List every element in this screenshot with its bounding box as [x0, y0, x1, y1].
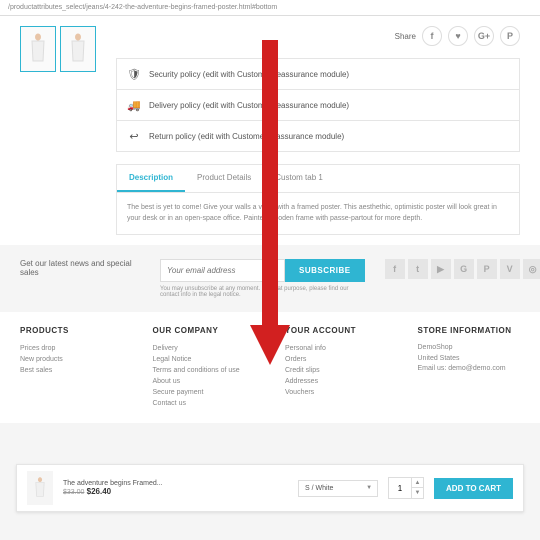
qty-up-icon[interactable]: ▲ — [411, 478, 423, 488]
newsletter-hint: You may unsubscribe at any moment. For t… — [160, 286, 365, 298]
newsletter-block: Get our latest news and special sales SU… — [0, 245, 540, 312]
link-terms[interactable]: Terms and conditions of use — [153, 365, 256, 376]
link-orders[interactable]: Orders — [285, 354, 388, 365]
googleplus-icon[interactable]: G+ — [474, 26, 494, 46]
quantity-input[interactable] — [389, 480, 411, 497]
footer-account: YOUR ACCOUNT Personal info Orders Credit… — [285, 326, 388, 409]
product-content: Share f ♥ G+ P 🛡Security policy (edit wi… — [0, 16, 540, 245]
return-icon: ↩ — [127, 129, 141, 143]
link-addresses[interactable]: Addresses — [285, 376, 388, 387]
link-secure-payment[interactable]: Secure payment — [153, 387, 256, 398]
subscribe-button[interactable]: SUBSCRIBE — [285, 259, 365, 282]
link-contact[interactable]: Contact us — [153, 398, 256, 409]
footer-company: OUR COMPANY Delivery Legal Notice Terms … — [153, 326, 256, 409]
social-googleplus-icon[interactable]: G — [454, 259, 474, 279]
truck-icon: 🚚 — [127, 98, 141, 112]
tab-description[interactable]: Description — [117, 165, 185, 192]
thumbnail-list — [20, 26, 96, 235]
footer-products-title: PRODUCTS — [20, 326, 123, 335]
social-vimeo-icon[interactable]: V — [500, 259, 520, 279]
security-policy: 🛡Security policy (edit with Customer rea… — [117, 59, 519, 90]
qty-down-icon[interactable]: ▼ — [411, 488, 423, 498]
social-facebook-icon[interactable]: f — [385, 259, 405, 279]
footer-account-title: YOUR ACCOUNT — [285, 326, 388, 335]
newsletter-label: Get our latest news and special sales — [20, 259, 140, 277]
variant-select[interactable]: S / White — [298, 480, 378, 497]
footer-store: STORE INFORMATION DemoShop United States… — [418, 326, 521, 409]
tabs-container: Description Product Details Custom tab 1… — [116, 164, 520, 235]
link-legal[interactable]: Legal Notice — [153, 354, 256, 365]
tab-content: The best is yet to come! Give your walls… — [117, 193, 519, 234]
footer: PRODUCTS Prices drop New products Best s… — [0, 312, 540, 423]
thumbnail-2[interactable] — [60, 26, 96, 72]
social-instagram-icon[interactable]: ◎ — [523, 259, 540, 279]
share-label: Share — [395, 32, 416, 41]
pinterest-icon[interactable]: P — [500, 26, 520, 46]
store-email[interactable]: demo@demo.com — [448, 365, 505, 372]
current-price: $26.40 — [87, 487, 111, 496]
reassurance-block: 🛡Security policy (edit with Customer rea… — [116, 58, 520, 152]
link-credit-slips[interactable]: Credit slips — [285, 365, 388, 376]
old-price: $33.00 — [63, 489, 84, 496]
social-icons: f t ▶ G P V ◎ — [385, 259, 540, 279]
facebook-icon[interactable]: f — [422, 26, 442, 46]
share-row: Share f ♥ G+ P — [116, 26, 520, 46]
footer-products: PRODUCTS Prices drop New products Best s… — [20, 326, 123, 409]
add-to-cart-button[interactable]: ADD TO CART — [434, 478, 513, 499]
twitter-icon[interactable]: ♥ — [448, 26, 468, 46]
footer-company-title: OUR COMPANY — [153, 326, 256, 335]
tab-custom[interactable]: Custom tab 1 — [263, 165, 335, 192]
tab-list: Description Product Details Custom tab 1 — [117, 165, 519, 193]
url-bar: /productattributes_select/jeans/4-242-th… — [0, 0, 540, 16]
social-twitter-icon[interactable]: t — [408, 259, 428, 279]
link-prices-drop[interactable]: Prices drop — [20, 343, 123, 354]
return-policy: ↩Return policy (edit with Customer reass… — [117, 121, 519, 151]
sticky-thumbnail — [27, 471, 53, 505]
link-about[interactable]: About us — [153, 376, 256, 387]
sticky-cart-bar: The adventure begins Framed... $33.00 $2… — [16, 464, 524, 512]
link-new-products[interactable]: New products — [20, 354, 123, 365]
link-delivery[interactable]: Delivery — [153, 343, 256, 354]
delivery-policy: 🚚Delivery policy (edit with Customer rea… — [117, 90, 519, 121]
link-best-sales[interactable]: Best sales — [20, 365, 123, 376]
thumbnail-1[interactable] — [20, 26, 56, 72]
tab-details[interactable]: Product Details — [185, 165, 263, 192]
quantity-stepper: ▲ ▼ — [388, 477, 424, 499]
shield-icon: 🛡 — [127, 67, 141, 81]
footer-store-title: STORE INFORMATION — [418, 326, 521, 335]
social-youtube-icon[interactable]: ▶ — [431, 259, 451, 279]
social-pinterest-icon[interactable]: P — [477, 259, 497, 279]
sticky-product-title: The adventure begins Framed... — [63, 480, 288, 487]
link-personal-info[interactable]: Personal info — [285, 343, 388, 354]
link-vouchers[interactable]: Vouchers — [285, 387, 388, 398]
email-input[interactable] — [160, 259, 285, 282]
